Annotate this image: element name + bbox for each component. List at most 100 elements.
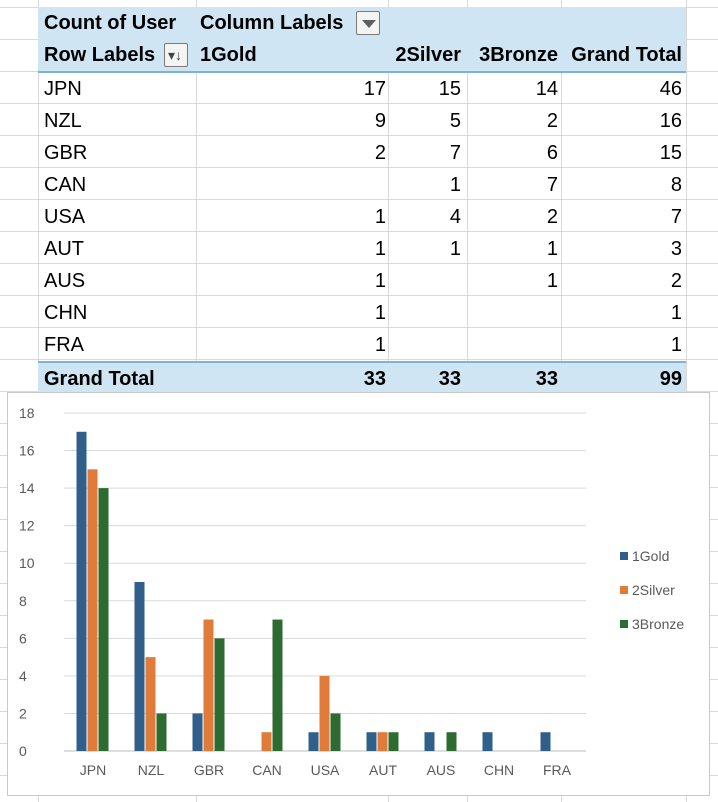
bar-1Gold [134, 582, 145, 751]
bar-2Silver [377, 732, 388, 751]
row-label: AUS [44, 270, 86, 292]
cell-total: 7 [670, 206, 682, 228]
cell-gold: 1 [374, 302, 386, 324]
table-row[interactable]: CHN 1 1 [38, 297, 686, 329]
legend-item: 1Gold [632, 548, 669, 564]
cell-total: 3 [670, 238, 682, 260]
bar-2Silver [203, 619, 214, 751]
column-header-bronze: 3Bronze [479, 44, 558, 66]
pivot-chart[interactable]: 0 2 4 6 8 10 12 14 16 18 JPN NZL GBR CAN USA AUT AUS CHN F… [7, 392, 710, 796]
grand-total-bronze: 33 [535, 368, 558, 390]
row-labels-label: Row Labels [44, 44, 156, 66]
bar-3Bronze [272, 619, 283, 751]
x-tick-label: GBR [194, 762, 224, 778]
column-header-gold: 1Gold [200, 44, 257, 66]
bar-1Gold [76, 431, 87, 751]
cell-total: 15 [659, 142, 682, 164]
x-tick-label: JPN [80, 762, 106, 778]
y-tick-label: 2 [19, 705, 27, 721]
pivot-header-row-2: Row Labels ▾↓ 1Gold 2Silver 3Bronze Gran… [38, 39, 686, 73]
table-row[interactable]: FRA 1 1 [38, 329, 686, 361]
grand-total-label: Grand Total [44, 368, 155, 390]
y-tick-label: 14 [19, 480, 35, 496]
table-row[interactable]: AUS 1 1 2 [38, 265, 686, 297]
legend-swatch [620, 620, 628, 628]
bar-2Silver [319, 675, 330, 751]
pivot-table: Count of User Column Labels Row Labels ▾… [38, 7, 686, 395]
x-tick-label: CHN [484, 762, 514, 778]
cell-silver: 5 [449, 110, 461, 132]
row-label: CAN [44, 174, 87, 196]
y-tick-label: 18 [19, 405, 35, 421]
column-labels-filter-button[interactable] [356, 11, 380, 35]
table-row[interactable]: JPN 17 15 14 46 [38, 73, 686, 105]
cell-gold: 17 [363, 78, 386, 100]
legend-swatch [620, 552, 628, 560]
cell-total: 1 [670, 302, 682, 324]
cell-gold: 1 [374, 238, 386, 260]
bar-1Gold [482, 732, 493, 751]
y-tick-label: 10 [19, 555, 35, 571]
cell-gold: 9 [374, 110, 386, 132]
legend-item: 3Bronze [632, 616, 684, 632]
bar-3Bronze [156, 713, 167, 751]
row-label: CHN [44, 302, 88, 324]
bar-3Bronze [330, 713, 341, 751]
chevron-down-icon [362, 20, 376, 28]
chart-plot: 0 2 4 6 8 10 12 14 16 18 JPN NZL GBR CAN USA AUT AUS CHN F… [19, 405, 684, 778]
bar-3Bronze [388, 732, 399, 751]
sort-descending-icon: ▾↓ [168, 47, 183, 63]
table-row[interactable]: AUT 1 1 1 3 [38, 233, 686, 265]
y-tick-label: 12 [19, 518, 35, 534]
bar-2Silver [261, 732, 272, 751]
cell-bronze: 6 [546, 142, 558, 164]
x-tick-label: CAN [252, 762, 282, 778]
cell-bronze: 1 [546, 238, 558, 260]
cell-gold: 1 [374, 270, 386, 292]
bar-3Bronze [446, 732, 457, 751]
pivot-header-row-1: Count of User Column Labels [38, 7, 686, 39]
grand-total-silver: 33 [438, 368, 461, 390]
cell-total: 2 [670, 270, 682, 292]
row-label: JPN [44, 78, 82, 100]
row-label: FRA [44, 334, 84, 356]
x-tick-label: AUS [427, 762, 456, 778]
bar-2Silver [87, 469, 98, 751]
cell-silver: 15 [438, 78, 461, 100]
cell-bronze: 2 [546, 206, 558, 228]
bar-1Gold [192, 713, 203, 751]
cell-total: 8 [670, 174, 682, 196]
bar-1Gold [540, 732, 551, 751]
row-label: GBR [44, 142, 88, 164]
y-tick-label: 0 [19, 743, 27, 759]
y-tick-label: 16 [19, 443, 35, 459]
row-labels-sort-filter-button[interactable]: ▾↓ [164, 43, 188, 67]
table-row[interactable]: CAN 1 7 8 [38, 169, 686, 201]
cell-silver: 7 [449, 142, 461, 164]
bar-2Silver [145, 657, 156, 751]
legend-item: 2Silver [632, 582, 675, 598]
pivot-body: JPN 17 15 14 46 NZL 9 5 2 16 GBR 2 7 6 15 CAN 1 7 8 USA 1 4 2 7… [38, 73, 686, 361]
x-tick-label: AUT [369, 762, 397, 778]
cell-bronze: 1 [546, 270, 558, 292]
cell-bronze: 7 [546, 174, 558, 196]
grand-total-gold: 33 [363, 368, 386, 390]
bar-3Bronze [214, 638, 225, 751]
bar-1Gold [308, 732, 319, 751]
bar-1Gold [424, 732, 435, 751]
row-label: NZL [44, 110, 82, 132]
cell-total: 46 [659, 78, 682, 100]
cell-gold: 2 [374, 142, 386, 164]
y-tick-label: 4 [19, 668, 27, 684]
column-header-grand-total: Grand Total [571, 44, 682, 66]
table-row[interactable]: GBR 2 7 6 15 [38, 137, 686, 169]
row-label: AUT [44, 238, 84, 260]
cell-total: 16 [659, 110, 682, 132]
cell-gold: 1 [374, 206, 386, 228]
column-labels-label: Column Labels [200, 12, 344, 34]
grand-total-row[interactable]: Grand Total 33 33 33 99 [38, 361, 686, 395]
table-row[interactable]: USA 1 4 2 7 [38, 201, 686, 233]
y-tick-label: 6 [19, 630, 27, 646]
table-row[interactable]: NZL 9 5 2 16 [38, 105, 686, 137]
x-tick-label: FRA [543, 762, 572, 778]
